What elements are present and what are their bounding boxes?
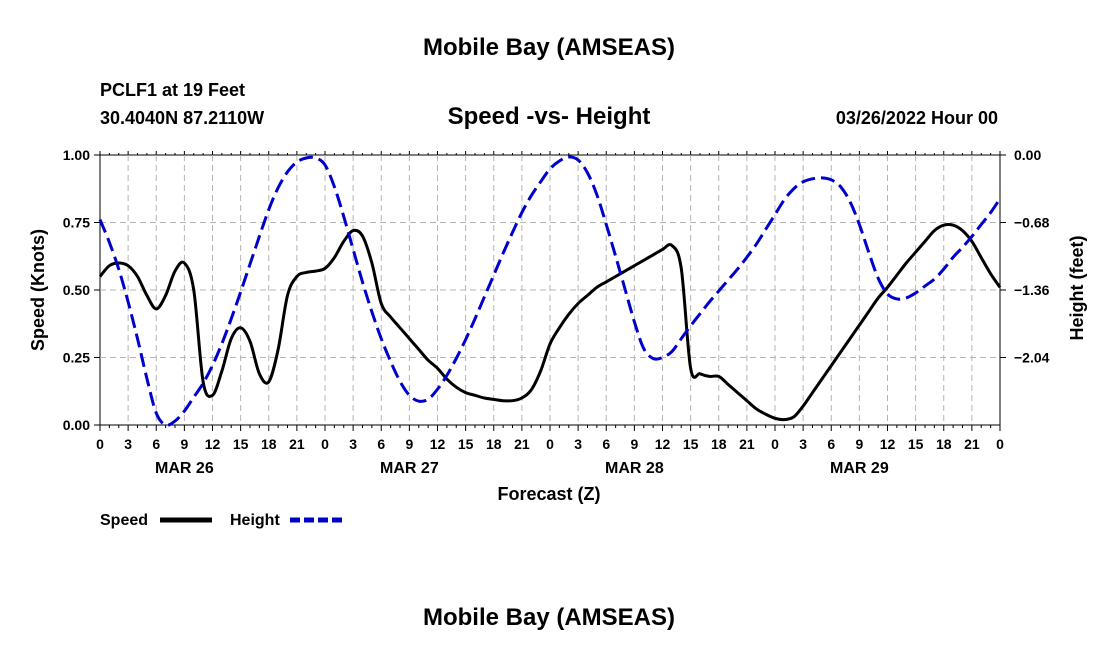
x-day-label: MAR 29 (830, 460, 889, 477)
x-tick-label: 21 (289, 436, 305, 452)
y-tick-label: 0.75 (63, 215, 90, 231)
x-day-label: MAR 27 (380, 460, 439, 477)
y-tick-label: 1.00 (63, 147, 90, 163)
left-axis: 0.00 0.25 0.50 0.75 1.00 (63, 147, 100, 433)
top-title: Mobile Bay (AMSEAS) (423, 34, 675, 61)
x-tick-label: 9 (630, 436, 638, 452)
y2-tick-label: −2.04 (1014, 350, 1050, 366)
series-lines (98, 155, 1002, 427)
x-tick-label: 18 (711, 436, 727, 452)
series-line-speed (98, 223, 1002, 422)
y-tick-label: 0.50 (63, 282, 90, 298)
x-axis: 0 3 6 9 12 15 18 21 0 3 6 9 12 15 18 21 0 3 6 9 12 15 18 21 0 3 6 9… (96, 151, 1004, 477)
x-tick-label: 12 (880, 436, 896, 452)
grid-lines (100, 155, 1000, 425)
x-tick-label: 18 (261, 436, 277, 452)
y-tick-label: 0.00 (63, 417, 90, 433)
station-label: PCLF1 at 19 Feet (100, 80, 245, 100)
x-tick-label: 0 (771, 436, 779, 452)
x-tick-label: 0 (546, 436, 554, 452)
x-tick-label: 12 (430, 436, 446, 452)
y2-tick-label: −0.68 (1014, 215, 1050, 231)
bottom-title: Mobile Bay (AMSEAS) (423, 604, 675, 631)
series-line-height (98, 155, 1002, 427)
x-tick-label: 3 (574, 436, 582, 452)
x-tick-label: 18 (486, 436, 502, 452)
legend: Speed Height (100, 512, 342, 529)
x-tick-label: 3 (349, 436, 357, 452)
x-axis-title: Forecast (Z) (497, 484, 600, 504)
x-tick-label: 18 (936, 436, 952, 452)
x-tick-label: 3 (124, 436, 132, 452)
x-tick-label: 0 (996, 436, 1004, 452)
x-tick-label: 6 (602, 436, 610, 452)
legend-speed-label: Speed (100, 512, 148, 529)
x-day-label: MAR 26 (155, 460, 214, 477)
x-tick-label: 3 (799, 436, 807, 452)
y2-tick-label: 0.00 (1014, 147, 1041, 163)
x-tick-label: 15 (233, 436, 249, 452)
x-tick-label: 15 (683, 436, 699, 452)
y-axis-title: Speed (Knots) (28, 229, 48, 351)
x-tick-label: 21 (514, 436, 530, 452)
x-tick-label: 6 (827, 436, 835, 452)
x-tick-label: 0 (96, 436, 104, 452)
x-day-label: MAR 28 (605, 460, 664, 477)
y-tick-label: 0.25 (63, 350, 90, 366)
y2-axis-title: Height (feet) (1067, 236, 1087, 341)
x-tick-label: 21 (739, 436, 755, 452)
coords-label: 30.4040N 87.2110W (100, 108, 264, 128)
x-tick-label: 0 (321, 436, 329, 452)
legend-height-label: Height (230, 512, 280, 529)
x-tick-label: 15 (908, 436, 924, 452)
x-tick-label: 6 (152, 436, 160, 452)
y2-tick-label: −1.36 (1014, 282, 1050, 298)
x-tick-label: 9 (405, 436, 413, 452)
right-axis: −2.04 −1.36 −0.68 0.00 (1000, 147, 1050, 366)
chart-title: Speed -vs- Height (448, 103, 651, 130)
x-tick-label: 12 (655, 436, 671, 452)
x-tick-label: 9 (180, 436, 188, 452)
x-tick-label: 15 (458, 436, 474, 452)
x-tick-label: 21 (964, 436, 980, 452)
date-label: 03/26/2022 Hour 00 (836, 108, 998, 128)
x-tick-label: 9 (855, 436, 863, 452)
x-tick-label: 6 (377, 436, 385, 452)
x-tick-label: 12 (205, 436, 221, 452)
